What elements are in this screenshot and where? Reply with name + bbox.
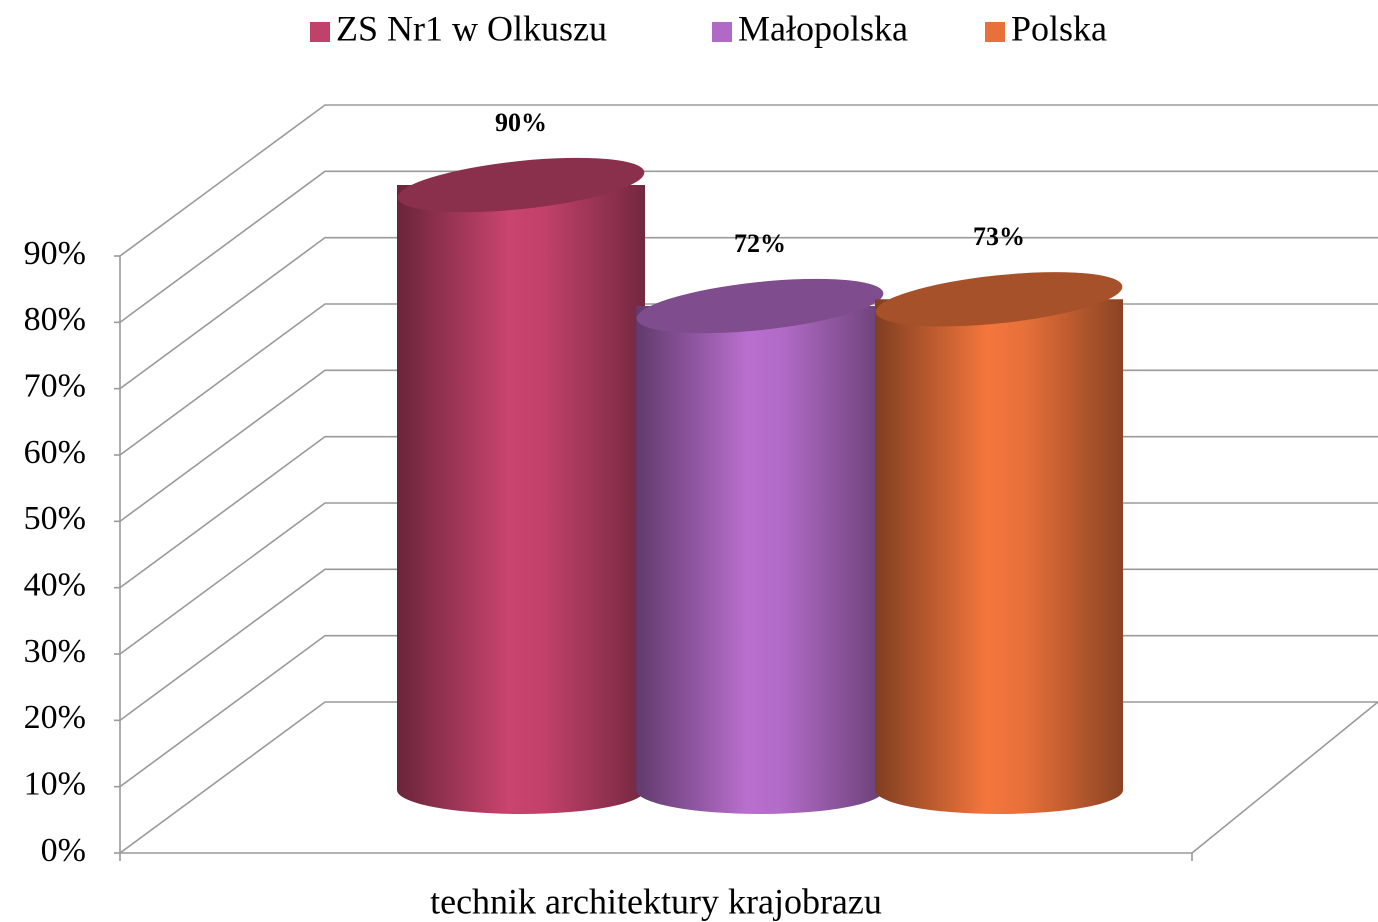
- y-tick-label: 30%: [24, 633, 86, 670]
- y-tick-label: 90%: [24, 235, 86, 272]
- legend-label: Małopolska: [738, 8, 908, 48]
- value-label: 73%: [973, 222, 1025, 251]
- cylinder-top: [397, 157, 645, 213]
- cylinder: [636, 306, 884, 814]
- legend-swatch: [985, 22, 1005, 42]
- legend-label: Polska: [1011, 8, 1107, 48]
- cylinder-top: [875, 272, 1123, 327]
- value-label: 72%: [734, 229, 786, 258]
- y-tick-label: 50%: [24, 500, 86, 537]
- cylinder-top: [636, 278, 884, 334]
- y-tick-label: 70%: [24, 367, 86, 404]
- floor-edge: [1191, 701, 1378, 854]
- grid-line: [119, 104, 1378, 257]
- y-tick-label: 80%: [24, 301, 86, 338]
- legend-swatch: [310, 22, 330, 42]
- y-tick-label: 0%: [41, 832, 86, 869]
- y-tick-label: 10%: [24, 765, 86, 802]
- cylinder: [397, 185, 645, 814]
- y-tick-label: 40%: [24, 566, 86, 603]
- y-tick-label: 60%: [24, 434, 86, 471]
- y-tick-label: 20%: [24, 699, 86, 736]
- grid-line: [119, 236, 1378, 390]
- legend-label: ZS Nr1 w Olkuszu: [336, 8, 607, 48]
- value-label: 90%: [495, 108, 547, 137]
- x-tick-label: technik architektury krajobrazu: [430, 881, 882, 921]
- legend-swatch: [712, 22, 732, 42]
- cylinder: [875, 299, 1123, 814]
- grid-line: [119, 170, 1378, 323]
